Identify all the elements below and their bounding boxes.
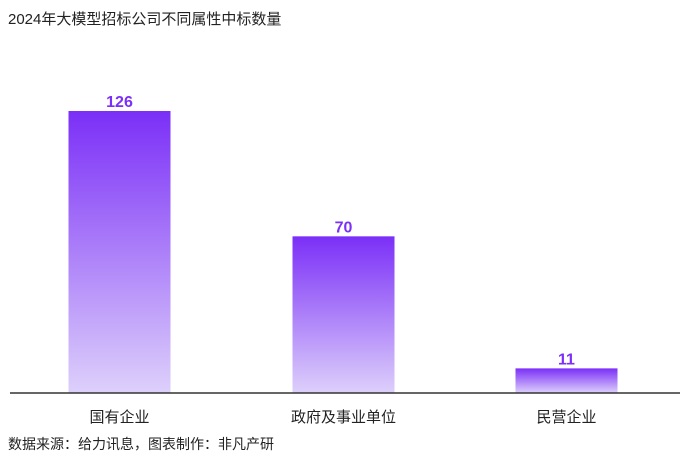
category-label: 政府及事业单位 [291,409,396,426]
category-label: 国有企业 [89,408,149,426]
bar-1 [68,111,171,393]
bar-2 [292,236,395,393]
chart-title: 2024年大模型招标公司不同属性中标数量 [8,11,282,28]
category-label: 民营企业 [536,408,596,426]
bar-3 [515,368,618,393]
source-note: 数据来源：给力讯息，图表制作：非凡产研 [8,436,274,452]
bar-value-label: 11 [558,351,575,368]
bar-value-label: 70 [335,219,353,236]
bar-value-label: 126 [106,94,133,111]
